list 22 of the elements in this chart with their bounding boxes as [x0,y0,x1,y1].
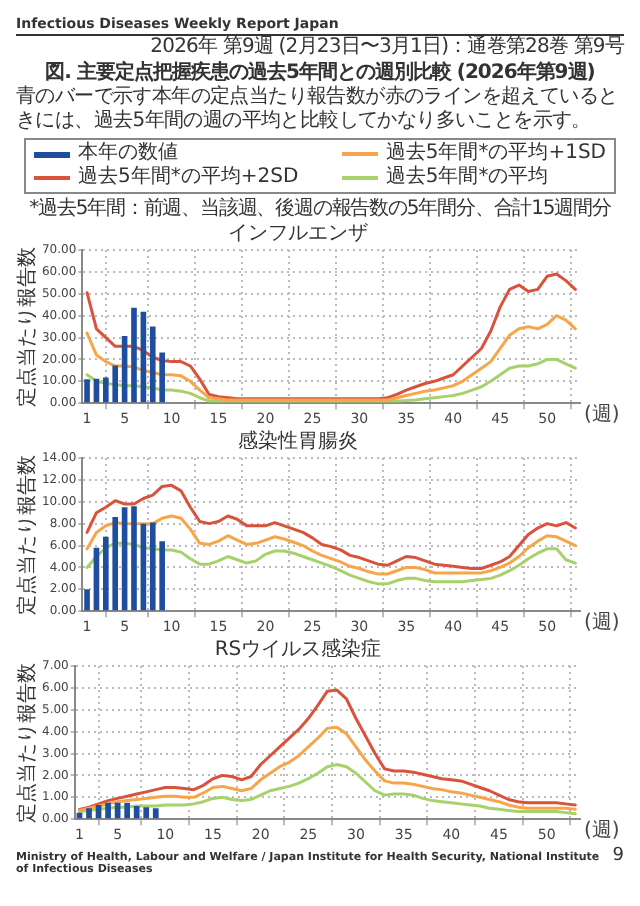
chart-title: 感染性胃腸炎 [238,429,358,454]
legend-label: 過去5年間*の平均+1SD [385,142,606,165]
bar [84,379,90,403]
bar [84,589,90,611]
text: 青のバーで示す本年の定点当たり報告数が赤のラインを超えているときには、過去5年間の週の平均と比較してかなり多いことを示す。 [16,86,620,134]
y-axis-title: 定点当たり報告数 [15,454,40,615]
x-axis-title: (週) [584,820,620,843]
text: 図. 主要定点把握疾患の過去5年間との週別比較 (2026年第9週) [43,60,597,85]
text: *過去5年間：前週、当該週、後週の報告数の5年間分、合計15週間分 [27,198,613,222]
legend-label: 過去5年間*の平均 [385,166,549,190]
text: 2026年 第9週 (2月23日〜3月1日)：通巻第28巻 第9号 [148,36,624,60]
x-axis-title: (週) [584,612,620,635]
y-axis-title: 定点当たり報告数 [15,662,40,823]
chart-title: RSウイルス感染症 [214,637,382,662]
bar [131,506,137,611]
chart-title: インフルエンザ [228,223,368,246]
y-axis-title: 定点当たり報告数 [15,246,40,407]
text: 9 [612,846,624,866]
legend-label: 本年の数値 [78,142,178,165]
legend-label: 過去5年間*の平均+2SD [78,166,299,190]
x-axis-title: (週) [584,404,620,427]
bar [131,307,137,403]
